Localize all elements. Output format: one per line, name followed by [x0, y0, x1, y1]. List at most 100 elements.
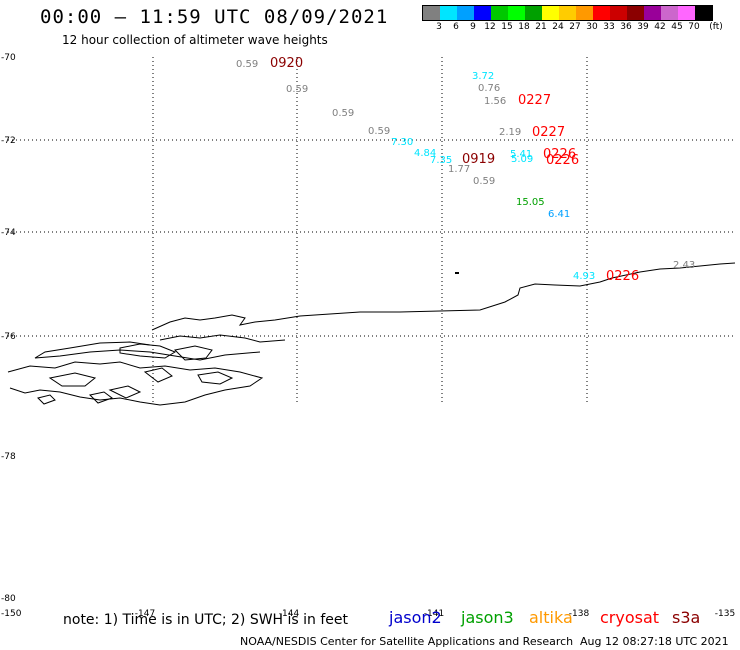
satellite-legend-item: cryosat — [600, 608, 660, 627]
pass-time-label: 0227 — [518, 93, 551, 108]
latitude-label: -78 — [1, 452, 16, 462]
color-swatch-6 — [525, 6, 542, 20]
pass-time-label: 0226 — [543, 147, 576, 162]
pass-time-label: 0226 — [546, 153, 579, 168]
wave-height-label: 4.93 — [573, 271, 595, 282]
small-islet — [455, 272, 459, 274]
color-scale-label: 42 — [654, 22, 666, 32]
color-swatch-13 — [644, 6, 661, 20]
color-scale-label: 15 — [501, 22, 513, 32]
wave-height-label: 2.19 — [499, 127, 521, 138]
color-swatch-3 — [474, 6, 491, 20]
color-scale-label: 6 — [453, 22, 459, 32]
island-8 — [88, 391, 114, 404]
color-swatch-16 — [695, 6, 712, 20]
color-swatch-11 — [610, 6, 627, 20]
satellite-legend-item: s3a — [672, 608, 701, 627]
graticule: -70 -72 -74 -76 -78 -80 -150 -147 -144 -141 -138 -1… — [1, 53, 735, 619]
satellite-legend-item: jason3 — [461, 608, 514, 627]
color-swatch-14 — [661, 6, 678, 20]
island-1 — [119, 343, 177, 359]
color-scale-label: 12 — [484, 22, 496, 32]
color-swatch-12 — [627, 6, 644, 20]
ross-ice-shelf-edge — [151, 262, 736, 331]
island-4 — [48, 372, 97, 387]
wave-height-label: 5.41 — [510, 149, 532, 160]
longitude-label: -150 — [1, 609, 22, 619]
pass-time-label: 0919 — [462, 152, 495, 167]
wave-height-label: 4.84 — [414, 148, 436, 159]
wave-height-label: 0.59 — [368, 126, 390, 137]
color-scale-label: 21 — [535, 22, 547, 32]
color-scale-label: 18 — [518, 22, 530, 32]
island-7 — [108, 385, 142, 399]
latitude-label: -76 — [1, 332, 16, 342]
color-scale-unit: (ft) — [709, 22, 723, 32]
satellite-legend-item: altika — [529, 608, 573, 627]
latitude-label: -74 — [1, 228, 16, 238]
wave-height-label: 0.76 — [478, 83, 500, 94]
color-scale-label: 33 — [603, 22, 615, 32]
color-scale-label: 30 — [586, 22, 598, 32]
wave-height-label: 15.05 — [516, 197, 545, 208]
island-9 — [37, 394, 56, 405]
color-swatch-2 — [457, 6, 474, 20]
latitude-label: -80 — [1, 594, 16, 604]
map-title: 00:00 – 11:59 UTC 08/09/2021 — [40, 6, 389, 28]
longitude-label: -147 — [135, 609, 155, 619]
wave-height-label: 0.59 — [236, 59, 258, 70]
wave-height-label: 0.59 — [286, 84, 308, 95]
color-swatch-8 — [559, 6, 576, 20]
generated-timestamp: Aug 12 08:27:18 UTC 2021 — [580, 635, 729, 648]
coastline-inner — [34, 334, 286, 361]
wave-height-label: 0.59 — [332, 108, 354, 119]
pass-time-label: 0227 — [532, 125, 565, 140]
color-swatch-7 — [542, 6, 559, 20]
map-subtitle: 12 hour collection of altimeter wave hei… — [62, 33, 328, 47]
wave-height-label: 7.30 — [391, 137, 413, 148]
color-scale-label: 27 — [569, 22, 581, 32]
satellite-legend-item: jason2 — [389, 608, 442, 627]
longitude-label: -141 — [424, 609, 444, 619]
wave-height-label: 3.72 — [472, 71, 494, 82]
wave-height-label: 0.59 — [473, 176, 495, 187]
color-scale-label: 39 — [637, 22, 649, 32]
island-5 — [143, 367, 173, 383]
wave-height-label: 6.41 — [548, 209, 570, 220]
longitude-label: -138 — [569, 609, 590, 619]
color-swatch-15 — [678, 6, 695, 20]
island-2 — [173, 345, 213, 361]
color-swatch-4 — [491, 6, 508, 20]
color-scale-label: 36 — [620, 22, 632, 32]
credit-line: NOAA/NESDIS Center for Satellite Applica… — [240, 635, 574, 648]
color-swatch-1 — [440, 6, 457, 20]
latitude-label: -72 — [1, 136, 16, 146]
wave-height-label: 1.56 — [484, 96, 506, 107]
color-scale-label: 9 — [470, 22, 476, 32]
wave-height-label: 7.35 — [430, 155, 452, 166]
longitude-label: -144 — [279, 609, 300, 619]
color-scale-label: 24 — [552, 22, 564, 32]
color-scale-labels: 3 6 9 12 15 18 21 24 27 30 33 36 39 42 45 70 (ft) — [422, 22, 740, 34]
island-6 — [197, 371, 234, 385]
wave-height-label: 5.09 — [511, 154, 533, 165]
wave-height-label: 1.77 — [448, 164, 470, 175]
color-scale-label: 3 — [436, 22, 442, 32]
longitude-label: -135 — [715, 609, 735, 619]
color-swatch-10 — [593, 6, 610, 20]
color-scale-label: 45 — [671, 22, 683, 32]
color-swatch-9 — [576, 6, 593, 20]
footer-note: note: 1) Time is in UTC; 2) SWH is in fe… — [63, 612, 349, 628]
coastline — [7, 262, 736, 406]
color-scale-bar — [422, 5, 713, 21]
color-swatch-0 — [423, 6, 440, 20]
island-3 — [7, 361, 264, 406]
latitude-label: -70 — [1, 53, 16, 63]
wave-height-label: 2.43 — [673, 260, 695, 271]
pass-time-label: 0226 — [606, 269, 639, 284]
pass-time-label: 0920 — [270, 56, 303, 71]
color-scale-label: 70 — [688, 22, 700, 32]
